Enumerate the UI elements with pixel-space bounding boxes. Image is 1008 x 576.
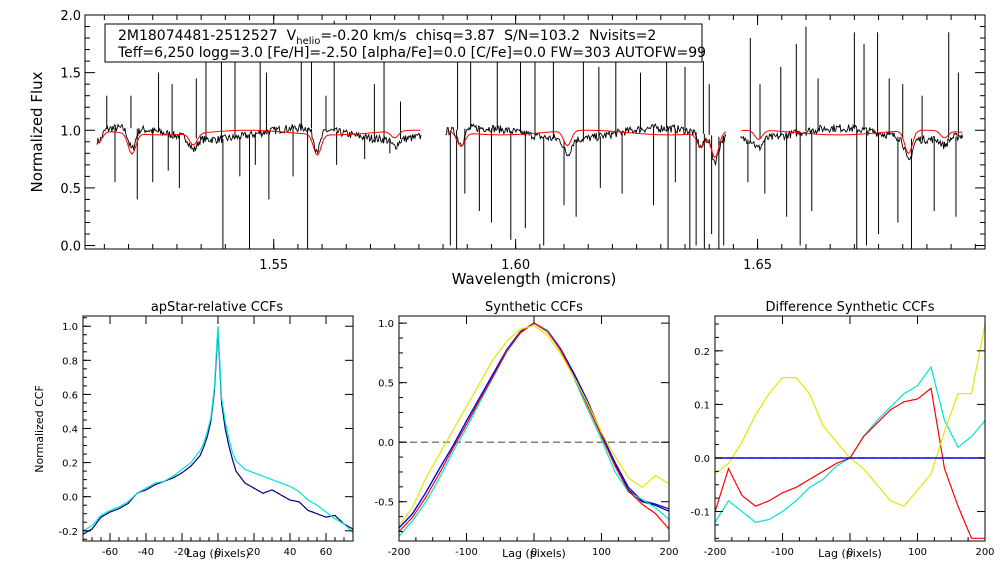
synthetic-ccf-frame: [398, 315, 670, 542]
y-tick-label: -0.2: [58, 527, 78, 538]
y-tick-label: 1.0: [62, 322, 78, 333]
series-line-visit-1-model: [399, 322, 669, 529]
y-tick-label: 0.2: [62, 459, 78, 470]
apstar-ccf-panel: apStar-relative CCFs -60 -40 -20 0 20 40 60 -0.…: [33, 300, 354, 560]
spectrum-frame: [84, 14, 986, 250]
x-tick-label: -20: [174, 547, 190, 558]
y-tick-label: 0.0: [694, 454, 710, 465]
series-line-visit-1: [399, 322, 669, 529]
apstar-ccf-ticks: -60 -40 -20 0 20 40 60 -0.2 0.0 0.2 0.4 0.6 0.8 1.0: [58, 316, 354, 558]
synthetic-ccf-title: Synthetic CCFs: [485, 300, 583, 315]
synthetic-ccf-plot-area: [399, 322, 669, 537]
spectrum-panel: 1.55 1.60 1.65 0.0 0.5 1.0 1.5 2.0 Wavelength (…: [28, 9, 986, 288]
x-tick-label: 100: [592, 547, 611, 558]
difference-ccf-panel: Difference Synthetic CCFs -200 -100 0 100 20…: [690, 300, 994, 560]
info-line-2: Teff=6,250 logg=3.0 [Fe/H]=-2.50 [alpha/…: [117, 45, 706, 61]
y-tick-label: 0.4: [62, 425, 78, 436]
x-tick-label: -100: [455, 547, 478, 558]
x-tick-label: 60: [320, 547, 333, 558]
x-tick-label: 0: [847, 547, 853, 558]
difference-ccf-plot-area: [715, 323, 985, 539]
y-tick-label: 0.8: [62, 356, 78, 367]
model-spectrum-line: [741, 129, 963, 155]
vhelio-value: =-0.20 km/s: [320, 28, 406, 44]
apstar-ccf-title: apStar-relative CCFs: [151, 300, 284, 315]
synthetic-ccf-ticks: -200 -100 0 100 200 -0.5 0.0 0.5 1.0: [374, 316, 679, 558]
difference-ccf-title: Difference Synthetic CCFs: [765, 300, 934, 315]
series-line-cyan-difference: [715, 365, 985, 523]
apstar-ccf-frame: [82, 315, 354, 542]
y-tick-label: 1.5: [60, 67, 81, 82]
nvisits-value: Nvisits=2: [589, 28, 656, 44]
series-line-visit-1: [83, 329, 353, 535]
star-id: 2M18074481-2512527: [118, 28, 278, 44]
x-tick-label: -60: [102, 547, 118, 558]
x-tick-label: 1.60: [501, 258, 530, 273]
x-tick-label: 0: [531, 547, 537, 558]
spectrum-x-label: Wavelength (microns): [452, 270, 617, 288]
y-tick-label: 0.5: [378, 379, 394, 390]
y-tick-label: 1.0: [378, 319, 394, 330]
synthetic-ccf-x-label: Lag (pixels): [502, 547, 566, 560]
y-tick-label: -0.1: [690, 508, 710, 519]
x-tick-label: 40: [284, 547, 297, 558]
info-box: 2M18074481-2512527 Vhelio=-0.20 km/s chisq…: [104, 23, 706, 63]
series-line-visit-2-model: [399, 322, 669, 532]
x-tick-label: 1.55: [259, 258, 288, 273]
x-tick-label: 1.65: [743, 258, 772, 273]
spectrum-ticks: 1.55 1.60 1.65 0.0 0.5 1.0 1.5 2.0: [60, 9, 985, 273]
model-spectrum-line: [447, 129, 727, 159]
y-tick-label: 0.5: [60, 182, 81, 197]
series-line-red-difference: [715, 387, 985, 539]
series-line-yellow-difference: [715, 323, 985, 507]
observed-spectrum-line: [740, 123, 964, 161]
series-line-visit-2: [83, 326, 353, 533]
y-tick-label: 1.0: [60, 124, 81, 139]
spectrum-y-label: Normalized Flux: [28, 71, 46, 192]
x-tick-label: -200: [704, 547, 727, 558]
info-box-frame: [104, 23, 703, 63]
sn-value: S/N=103.2: [504, 28, 580, 44]
observed-spectrum-line: [96, 122, 422, 155]
y-tick-label: 0.0: [62, 493, 78, 504]
observed-spectrum-line: [445, 123, 727, 166]
difference-ccf-ticks: -200 -100 0 100 200 -0.1 0.0 0.1 0.2: [690, 316, 995, 558]
y-tick-label: 0.0: [60, 240, 81, 255]
y-tick-label: -0.5: [374, 498, 394, 509]
x-tick-label: 0: [215, 547, 221, 558]
difference-ccf-x-label: Lag (pixels): [818, 547, 882, 560]
x-tick-label: 200: [975, 547, 994, 558]
apstar-ccf-y-label: Normalized CCF: [33, 385, 46, 473]
info-line-1: 2M18074481-2512527 Vhelio=-0.20 km/s chisq…: [118, 28, 656, 47]
x-tick-label: 20: [248, 547, 261, 558]
series-line-visit-2: [399, 322, 669, 537]
series-line-combined: [399, 324, 669, 526]
y-tick-label: 0.0: [378, 438, 394, 449]
x-tick-label: -40: [138, 547, 154, 558]
synthetic-ccf-panel: Synthetic CCFs -200 -100 0 100 200 -0.5 0.0 0.5…: [374, 300, 678, 560]
chisq-value: chisq=3.87: [416, 28, 496, 44]
apstar-ccf-x-label: Lag (pixels): [186, 547, 250, 560]
x-tick-label: 200: [659, 547, 678, 558]
y-tick-label: 2.0: [60, 9, 81, 24]
spectrum-plot-area: [96, 20, 964, 249]
y-tick-label: 0.6: [62, 390, 78, 401]
x-tick-label: -200: [388, 547, 411, 558]
vhelio-prefix: V: [287, 28, 297, 44]
y-tick-label: 0.1: [694, 400, 710, 411]
y-tick-label: 0.2: [694, 347, 710, 358]
x-tick-label: -100: [771, 547, 794, 558]
x-tick-label: 100: [908, 547, 927, 558]
model-spectrum-line: [96, 129, 421, 156]
vhelio-subscript: helio: [296, 36, 320, 47]
difference-ccf-frame: [714, 315, 986, 542]
apstar-ccf-plot-area: [83, 326, 353, 535]
